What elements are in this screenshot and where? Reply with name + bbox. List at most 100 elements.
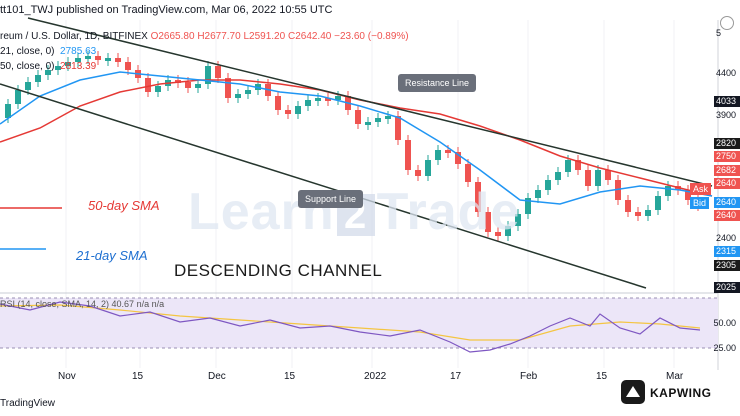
candle-body bbox=[485, 212, 491, 232]
candle-body bbox=[515, 214, 521, 226]
candle-body bbox=[195, 84, 201, 88]
candle-body bbox=[585, 170, 591, 186]
chart-settings-icon[interactable] bbox=[720, 16, 734, 30]
candle-body bbox=[605, 170, 611, 180]
candle-body bbox=[625, 200, 631, 212]
candle-body bbox=[5, 104, 11, 118]
sma50-label: 50-day SMA bbox=[88, 198, 160, 213]
candle-body bbox=[525, 198, 531, 214]
time-axis-label: 15 bbox=[596, 371, 608, 382]
time-axis-label: Mar bbox=[666, 371, 684, 382]
candle-body bbox=[495, 232, 501, 236]
candle-body bbox=[45, 70, 51, 75]
price-axis-label: 2305 bbox=[714, 260, 740, 271]
candle-body bbox=[105, 58, 111, 61]
candle-body bbox=[225, 78, 231, 98]
candle-body bbox=[475, 182, 481, 212]
candle-body bbox=[315, 98, 321, 101]
candle-body bbox=[245, 90, 251, 94]
symbol-info: reum / U.S. Dollar, 1D, BITFINEX O2665.8… bbox=[0, 31, 409, 42]
time-axis-label: 2022 bbox=[364, 371, 387, 382]
price-axis-label: 4400 bbox=[716, 68, 737, 78]
rsi-line bbox=[0, 301, 701, 353]
bid-tag: Bid bbox=[690, 197, 710, 209]
tradingview-logo-text[interactable]: TradingView bbox=[0, 398, 56, 409]
price-axis-label: 2400 bbox=[716, 233, 737, 243]
candle-body bbox=[435, 150, 441, 160]
candle-body bbox=[235, 94, 241, 98]
price-axis-label: 2640 bbox=[714, 210, 740, 221]
resistance-trendline bbox=[27, 17, 713, 187]
kapwing-badge[interactable]: KAPWING bbox=[620, 378, 732, 406]
candle-body bbox=[375, 118, 381, 122]
candle-body bbox=[275, 96, 281, 110]
candle-body bbox=[395, 116, 401, 140]
sma21-label: 21-day SMA bbox=[76, 248, 148, 263]
price-axis-label: 4033 bbox=[714, 96, 740, 107]
price-axis-label: 2640 bbox=[714, 178, 740, 189]
rsi-band bbox=[0, 298, 718, 348]
candle-body bbox=[655, 196, 661, 210]
candle-body bbox=[425, 160, 431, 176]
candle-body bbox=[35, 75, 41, 82]
candle-body bbox=[85, 56, 91, 59]
time-axis-label: Nov bbox=[58, 371, 76, 382]
candle-body bbox=[295, 106, 301, 114]
price-axis-label: 2750 bbox=[714, 151, 740, 162]
candle-body bbox=[155, 86, 161, 92]
resistance-line-callout: Resistance Line bbox=[398, 74, 477, 92]
candle-body bbox=[115, 58, 121, 62]
candle-body bbox=[15, 90, 21, 104]
candle-body bbox=[125, 62, 131, 70]
candle-body bbox=[555, 172, 561, 180]
sma50-info: 50, close, 0) 2813.39 bbox=[0, 61, 97, 72]
ask-tag: Ask bbox=[690, 183, 712, 195]
time-axis-label: 15 bbox=[132, 371, 144, 382]
price-axis-label: 2315 bbox=[714, 246, 740, 257]
kapwing-logo-icon bbox=[621, 380, 645, 404]
candle-body bbox=[325, 98, 331, 101]
candle-body bbox=[455, 152, 461, 164]
rsi-tick-25: 25.00 bbox=[713, 343, 736, 353]
sma21-line bbox=[0, 71, 713, 205]
time-axis-label: 17 bbox=[450, 371, 462, 382]
descending-channel-label: DESCENDING CHANNEL bbox=[174, 261, 383, 280]
candle-body bbox=[95, 56, 101, 60]
time-axis-label: Dec bbox=[208, 371, 226, 382]
candle-body bbox=[65, 62, 71, 66]
price-axis-top-label: 5 bbox=[716, 28, 722, 38]
candle-body bbox=[505, 226, 511, 236]
candle-body bbox=[185, 82, 191, 88]
support-line-callout: Support Line bbox=[298, 190, 364, 208]
candle-body bbox=[535, 190, 541, 198]
candle-body bbox=[565, 160, 571, 172]
rsi-header: RSI (14, close, SMA, 14, 2) 40.67 n/a n/… bbox=[0, 299, 165, 309]
time-axis-label: Feb bbox=[520, 371, 538, 382]
candle-body bbox=[215, 66, 221, 78]
candle-body bbox=[595, 170, 601, 186]
candle-body bbox=[355, 110, 361, 124]
candle-body bbox=[75, 58, 81, 62]
candle-body bbox=[365, 122, 371, 125]
candle-body bbox=[445, 150, 451, 153]
time-axis-label: 15 bbox=[284, 371, 296, 382]
candle-body bbox=[665, 186, 671, 196]
kapwing-label: KAPWING bbox=[650, 386, 712, 400]
candle-body bbox=[145, 78, 151, 92]
candle-body bbox=[465, 164, 471, 182]
candle-body bbox=[415, 170, 421, 176]
candle-body bbox=[25, 82, 31, 90]
candle-body bbox=[385, 116, 391, 119]
candle-body bbox=[405, 140, 411, 170]
price-axis-label: 2025 bbox=[714, 282, 740, 293]
support-trendline bbox=[0, 83, 647, 289]
candle-body bbox=[55, 66, 61, 70]
publish-info: tt101_TWJ published on TradingView.com, … bbox=[0, 4, 333, 16]
candle-body bbox=[635, 212, 641, 216]
candle-body bbox=[645, 210, 651, 216]
candle-body bbox=[575, 160, 581, 170]
rsi-tick-50: 50.00 bbox=[713, 318, 736, 328]
candle-body bbox=[305, 100, 311, 106]
candle-body bbox=[285, 110, 291, 114]
price-axis-label: 2640 bbox=[714, 197, 740, 208]
